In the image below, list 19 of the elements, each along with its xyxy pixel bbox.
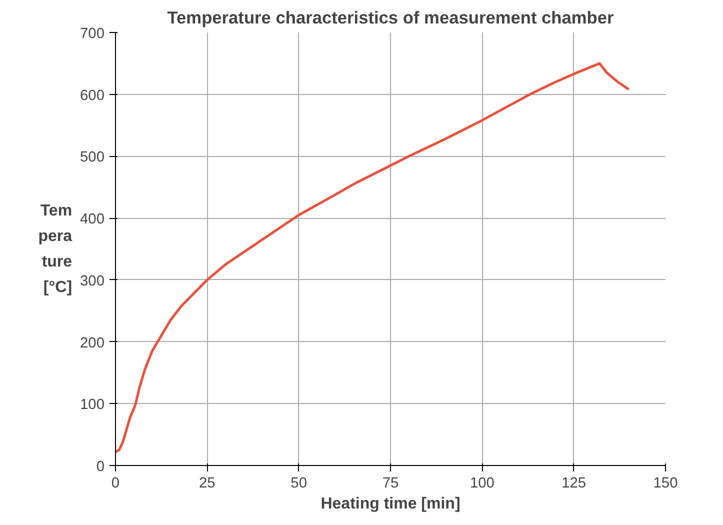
chart-title: Temperature characteristics of measurement chamber	[167, 8, 614, 28]
y-axis-title: Tem pera ture [°C]	[38, 202, 72, 296]
x-tick-label: 50	[290, 476, 307, 492]
x-tick-label: 125	[562, 476, 586, 492]
y-tick-label: 200	[80, 335, 105, 352]
y-tick-label: 600	[80, 88, 105, 104]
x-tick-label: 150	[653, 476, 678, 492]
y-tick-label: 500	[80, 150, 105, 166]
line-series	[116, 62, 630, 454]
y-tick-label: 700	[80, 26, 105, 42]
y-tick-label: 400	[80, 212, 105, 228]
x-tick-label: 0	[111, 476, 120, 492]
x-tick-label: 100	[470, 476, 494, 492]
y-tick-label: 100	[80, 397, 105, 414]
y-tick-label: 0	[96, 459, 105, 475]
x-tick-label: 75	[382, 476, 399, 492]
x-tick-label: 25	[199, 476, 216, 492]
x-axis-title: Heating time [min]	[320, 496, 460, 512]
y-tick-label: 300	[80, 273, 105, 290]
